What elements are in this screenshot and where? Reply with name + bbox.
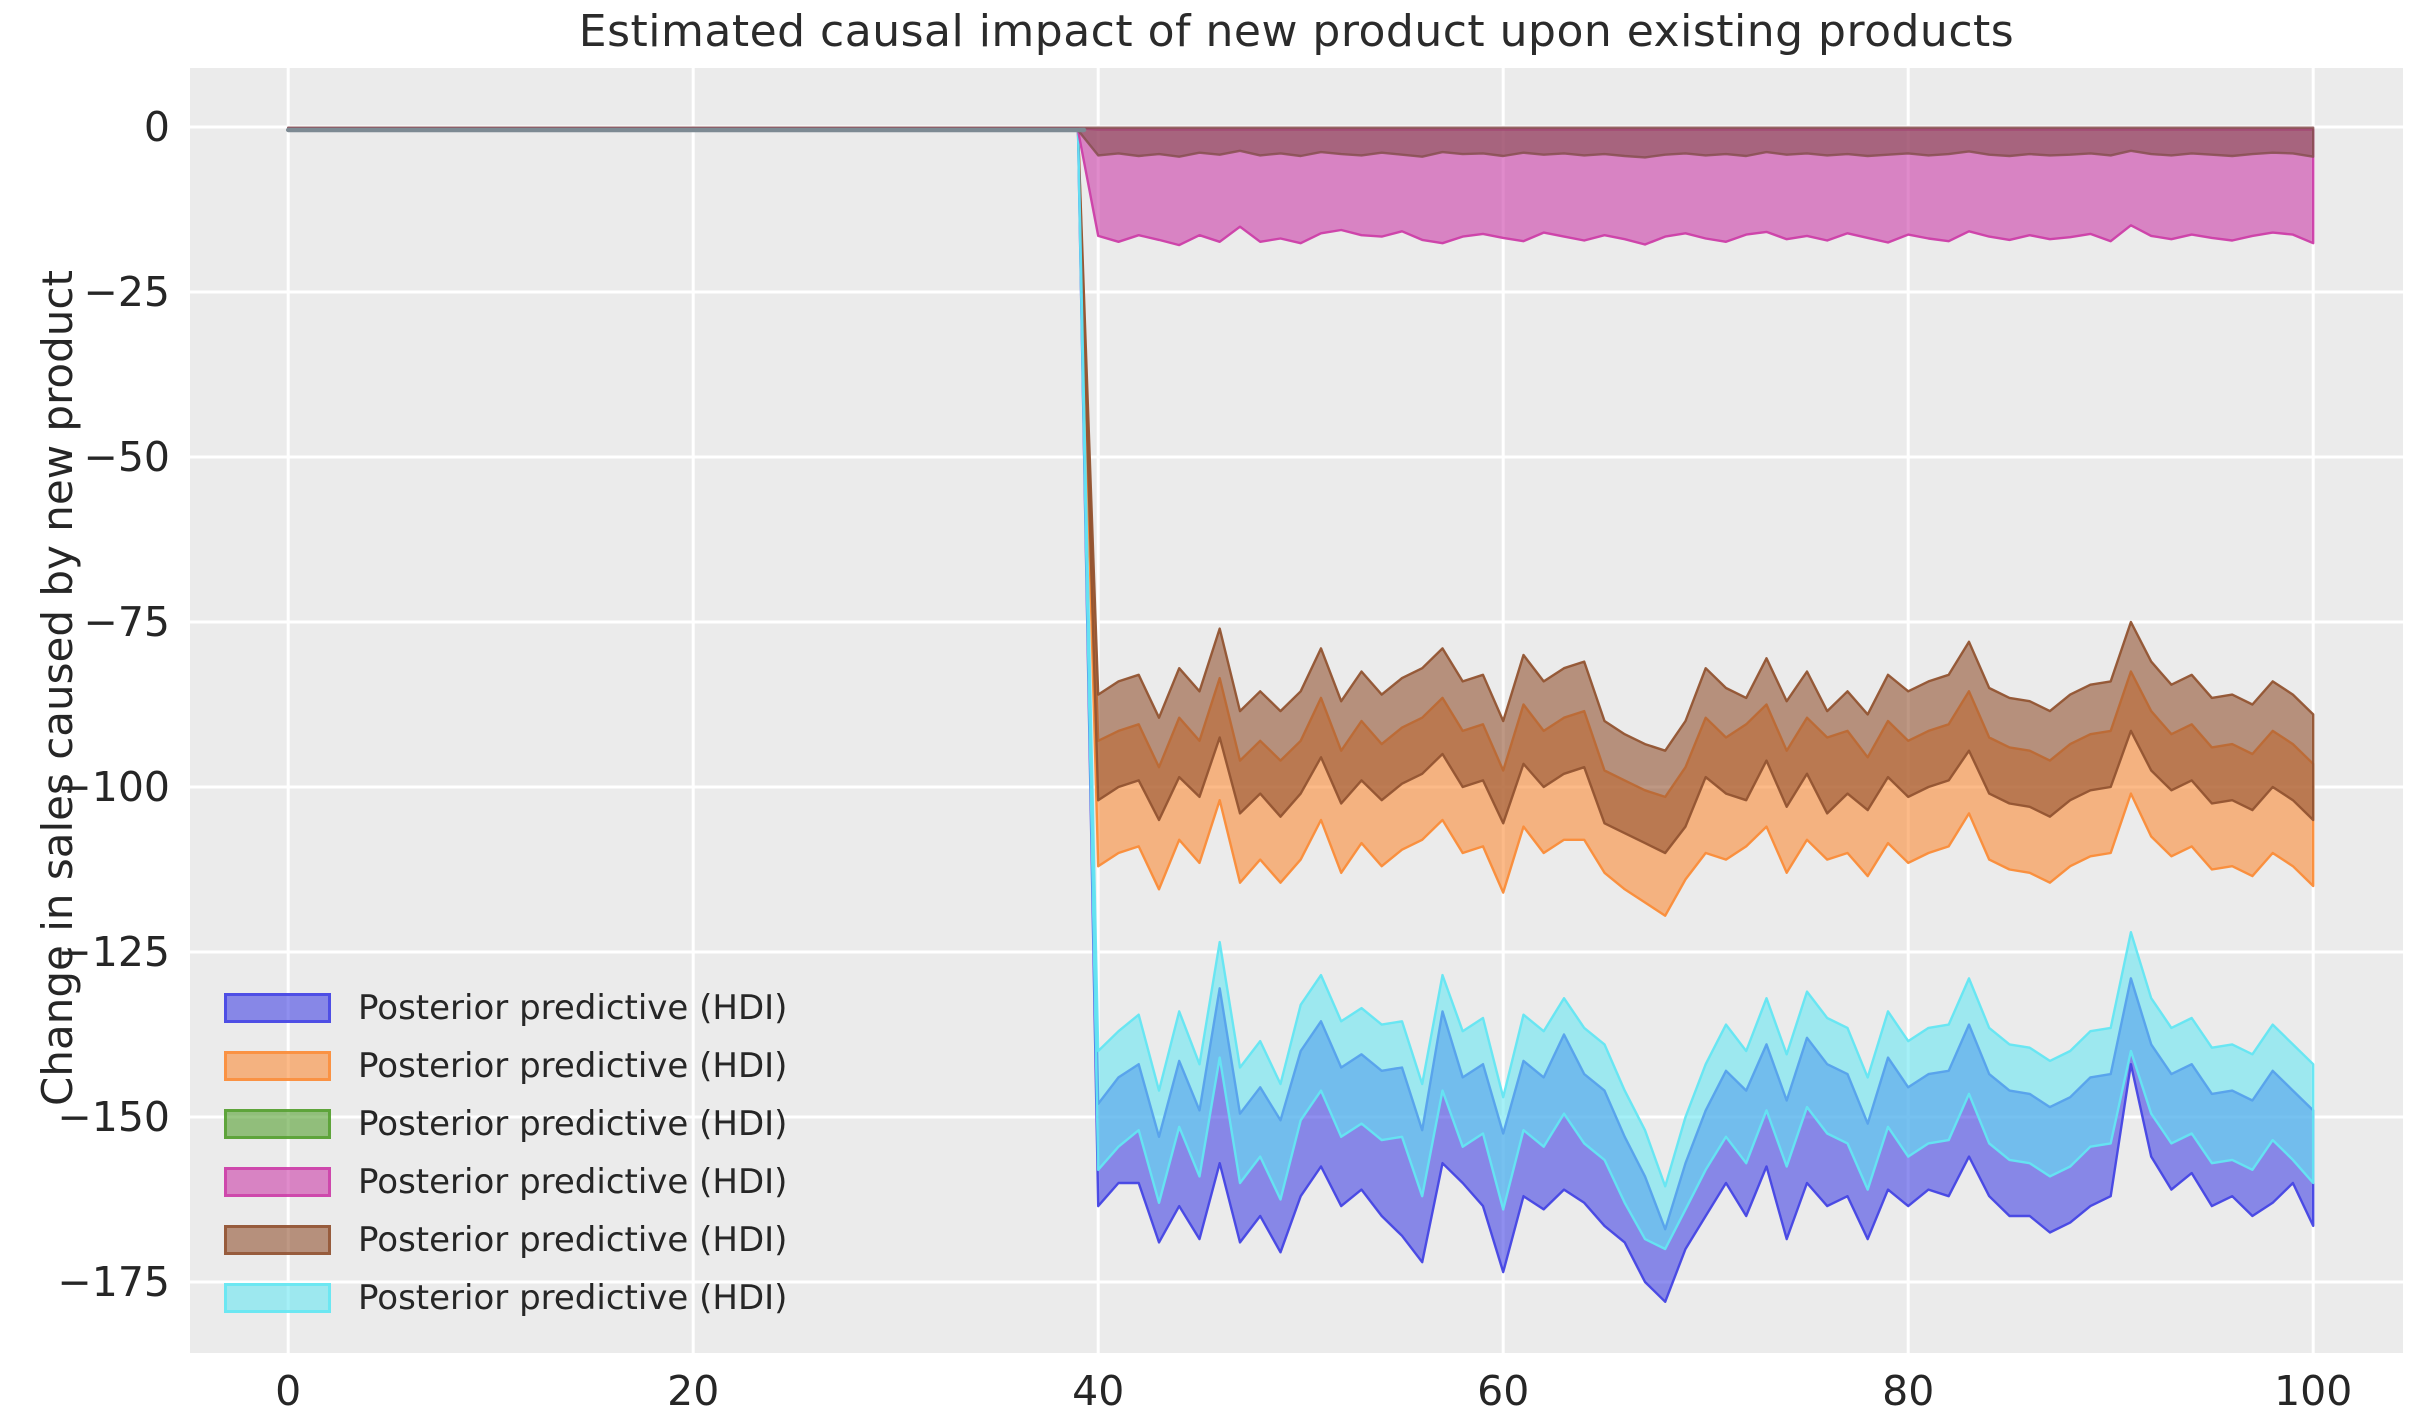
legend-swatch — [224, 1283, 331, 1313]
y-tick-label: −175 — [57, 1258, 170, 1306]
y-tick-label: −50 — [83, 433, 170, 481]
y-tick-label: −25 — [83, 268, 170, 316]
legend-item: Posterior predictive (HDI) — [224, 1046, 787, 1086]
x-tick-label: 0 — [275, 1367, 301, 1415]
legend: Posterior predictive (HDI) Posterior pre… — [224, 988, 787, 1341]
x-tick-label: 40 — [1072, 1367, 1124, 1415]
x-tick-label: 80 — [1882, 1367, 1934, 1415]
legend-item: Posterior predictive (HDI) — [224, 1278, 787, 1318]
legend-swatch — [224, 1167, 331, 1197]
legend-item: Posterior predictive (HDI) — [224, 1104, 787, 1144]
x-tick-label: 100 — [2274, 1367, 2352, 1415]
legend-label: Posterior predictive (HDI) — [358, 988, 788, 1028]
chart-title: Estimated causal impact of new product u… — [578, 6, 2015, 57]
hdi-band — [287, 126, 2315, 159]
legend-swatch — [224, 1225, 331, 1255]
legend-item: Posterior predictive (HDI) — [224, 988, 787, 1028]
legend-label: Posterior predictive (HDI) — [358, 1046, 788, 1086]
legend-swatch — [224, 993, 331, 1023]
legend-label: Posterior predictive (HDI) — [358, 1162, 788, 1202]
y-tick-label: 0 — [144, 103, 170, 151]
hdi-band — [287, 127, 2315, 1251]
legend-label: Posterior predictive (HDI) — [358, 1104, 788, 1144]
legend-label: Posterior predictive (HDI) — [358, 1220, 788, 1260]
legend-item: Posterior predictive (HDI) — [224, 1220, 787, 1260]
hdi-band — [287, 127, 2315, 855]
legend-item: Posterior predictive (HDI) — [224, 1162, 787, 1202]
legend-label: Posterior predictive (HDI) — [358, 1278, 788, 1318]
y-tick-label: −75 — [83, 598, 170, 646]
legend-swatch — [224, 1051, 331, 1081]
y-tick-label: −150 — [57, 1093, 170, 1141]
x-tick-label: 20 — [667, 1367, 719, 1415]
y-axis-label: Change in sales caused by new product — [33, 270, 82, 1106]
y-tick-label: −100 — [57, 763, 170, 811]
legend-swatch — [224, 1109, 331, 1139]
y-tick-label: −125 — [57, 928, 170, 976]
x-tick-label: 60 — [1477, 1367, 1529, 1415]
